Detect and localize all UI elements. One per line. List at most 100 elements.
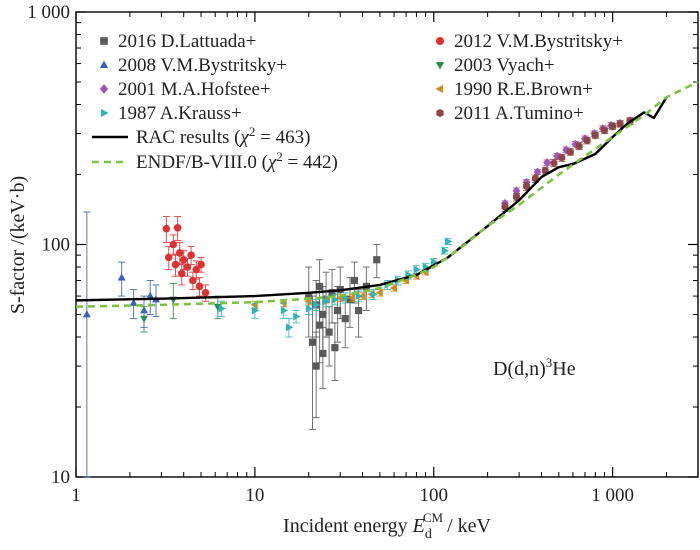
x-tick-label: 100 [420, 485, 449, 506]
legend-item: 2003 Vyach+ [435, 55, 555, 76]
legend-marker [100, 37, 108, 45]
data-point [140, 315, 148, 323]
data-point [82, 310, 91, 318]
data-point [331, 344, 339, 352]
error-bar [312, 331, 320, 419]
legend-label: 1990 R.E.Brown+ [454, 79, 593, 100]
data-point [346, 295, 354, 304]
series-0 [305, 244, 381, 431]
data-point [445, 237, 453, 246]
legend-item: 2016 D.Lattuada+ [100, 31, 256, 52]
legend-item: RAC results (χ2 = 463) [92, 124, 310, 148]
legend-marker [99, 84, 109, 94]
legend-label: 1987 A.Krauss+ [118, 103, 242, 124]
y-tick-label: 10 [51, 467, 70, 488]
legend-marker [100, 108, 109, 118]
legend-item: 2008 V.M.Bystritsky+ [99, 55, 287, 76]
data-point [543, 158, 552, 168]
data-point [609, 122, 617, 131]
x-tick-label: 1 000 [591, 485, 634, 506]
data-point [513, 193, 520, 202]
data-point [293, 312, 301, 321]
legend-label: 2003 Vyach+ [454, 55, 555, 76]
x-axis-label: Incident energy EdCM / keV [283, 510, 491, 542]
error-bar [319, 326, 327, 390]
legend-item: ENDF/B-VIII.0 (χ2 = 442) [92, 149, 338, 173]
data-point [187, 251, 195, 259]
legend-item: 2001 M.A.Hofstee+ [99, 79, 271, 100]
data-point [550, 159, 558, 168]
series-4 [500, 116, 634, 209]
data-point [325, 328, 333, 336]
data-point [286, 323, 294, 332]
data-point [183, 263, 192, 271]
data-point [441, 246, 449, 255]
data-point [533, 167, 542, 177]
legend-item: 1987 A.Krauss+ [100, 103, 242, 124]
legend-marker [435, 61, 445, 70]
error-bar [309, 295, 317, 431]
data-point [305, 292, 313, 300]
data-point [280, 306, 289, 315]
data-point [319, 349, 327, 358]
data-point [354, 306, 363, 315]
legend-label: 2001 M.A.Hofstee+ [118, 79, 271, 100]
legend-label: 2008 V.M.Bystritsky+ [118, 55, 287, 76]
data-point [373, 256, 381, 264]
curve-endf [75, 80, 699, 309]
x-tick-label: 1 [71, 485, 81, 506]
data-point [117, 273, 126, 281]
series-6 [217, 237, 453, 338]
data-point [575, 142, 583, 151]
data-point [162, 224, 171, 233]
legend-label: RAC results (χ2 = 463) [136, 124, 310, 148]
data-point [195, 282, 204, 291]
error-bar [83, 211, 91, 478]
legend-marker [435, 84, 444, 94]
data-point [197, 260, 205, 269]
y-tick-label: 100 [42, 235, 71, 256]
data-point [192, 265, 201, 274]
data-point [333, 306, 342, 315]
data-point [201, 288, 210, 297]
data-point [323, 297, 331, 306]
legend-item: 2012 V.M.Bystritsky+ [436, 31, 623, 52]
data-point [347, 293, 356, 302]
legend: 2016 D.Lattuada+ 2012 V.M.Bystritsky+ 2008… [92, 31, 623, 173]
legend-marker [99, 60, 109, 69]
data-point [583, 136, 591, 145]
data-point [305, 304, 314, 313]
data-point [313, 300, 321, 309]
data-point [146, 291, 155, 299]
legend-label: ENDF/B-VIII.0 (χ2 = 442) [136, 149, 338, 173]
data-point [315, 321, 324, 329]
data-point [355, 292, 363, 301]
x-tick-label: 10 [245, 485, 264, 506]
data-point [430, 258, 439, 267]
data-point [129, 298, 138, 306]
data-point [177, 269, 186, 278]
data-point [350, 276, 358, 285]
legend-label: 2011 A.Tumino+ [454, 103, 584, 124]
data-point [171, 260, 180, 269]
series-2 [82, 211, 160, 478]
data-point [389, 284, 397, 292]
data-point [601, 126, 608, 135]
data-point [523, 182, 530, 191]
data-point [173, 224, 182, 232]
legend-label: 2012 V.M.Bystritsky+ [454, 31, 623, 52]
data-point [218, 304, 226, 313]
data-point [312, 362, 320, 370]
data-point [422, 263, 430, 271]
data-point [252, 306, 260, 315]
data-point [341, 315, 349, 323]
data-point [308, 338, 317, 346]
data-point [591, 131, 599, 140]
annotation: D(d,n)3He [493, 355, 576, 380]
legend-marker [436, 108, 444, 118]
model-curves [75, 80, 699, 309]
data-point [370, 290, 378, 299]
legend-marker [436, 37, 444, 45]
